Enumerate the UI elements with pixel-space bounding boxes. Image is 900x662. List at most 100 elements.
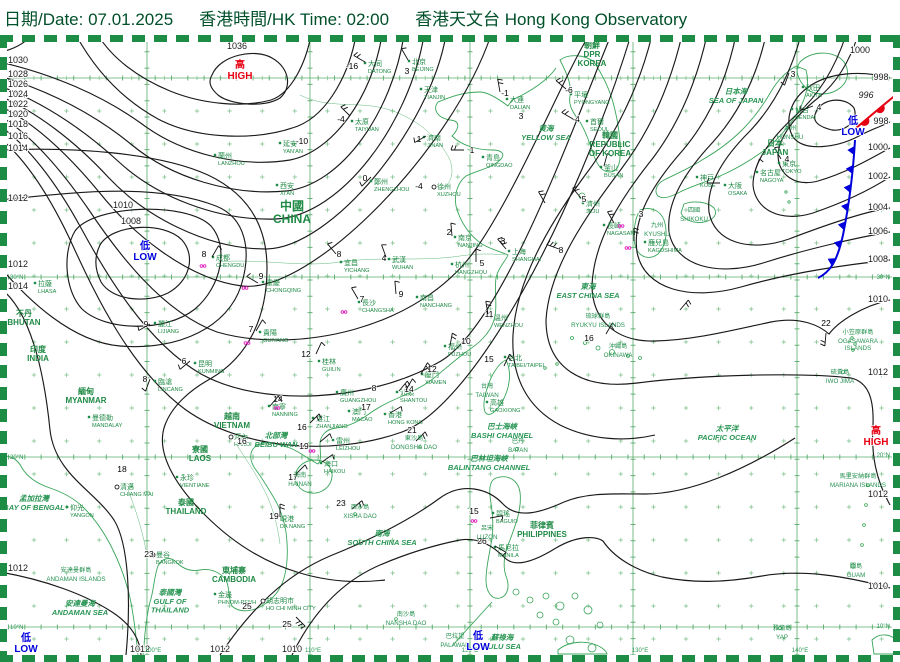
place-name-en: GUIYANG [263,338,288,344]
temperature-value: 16 [237,436,247,446]
island [853,342,857,346]
station-dot [450,262,454,266]
geo-label-zh: 馬里安納群島 [839,472,876,480]
pressure-center-zh: 低 [20,631,31,644]
isobar-label: 1008 [121,216,141,226]
place-name-en: DA NANG [280,524,305,530]
geo-label-en: EAST CHINA SEA [556,291,619,300]
island [587,643,597,653]
isobar-label: 1012 [8,563,28,573]
weather-symbol [627,246,632,250]
station-dot [569,92,573,96]
coastline-path [680,201,716,223]
isobar-layer: 1032103410361034103210301028102610241022… [0,32,891,656]
place-name-zh: 東京 [782,159,796,168]
wind-barb [279,503,285,517]
station-dot [395,390,399,394]
temperature-value: -6 [565,85,573,95]
place-name-en: SHANGHAI [512,257,542,263]
geo-label-zh: 本州 [784,124,796,132]
wind-barb [309,413,322,424]
map-border-bottom [0,655,900,662]
place-name-zh: 徐州 [437,182,451,191]
wind-barb [405,378,417,391]
geo-label-en: INDIA [27,354,49,363]
station-circle [431,184,437,190]
place-name-en: HO CHI MINH CITY [266,606,316,612]
station-dot [643,240,647,244]
coastline-path [485,476,521,599]
geo-label-en: BASHI CHANNEL [471,431,534,440]
geo-label-zh: 東海 [581,282,597,291]
temperature-value: 8 [372,383,377,393]
station-dot [585,119,589,123]
hk-time-label: 香港時間/HK Time: 02:00 [199,10,390,29]
station-dot [369,179,373,183]
place-name-en: LEIZHOU [336,446,360,452]
geo-label-zh: 海南 [294,471,306,479]
river-path [217,253,506,265]
wind-barb [415,431,428,442]
geo-label-zh: 印度 [30,344,47,354]
latitude-label: 20°N [877,453,890,459]
geo-label-zh: 硫黃島 [831,368,850,376]
temperature-value: 22 [821,318,831,328]
geo-label-zh: 沖繩島 [609,342,628,350]
temperature-value: 25 [282,619,292,629]
wind-barb [774,146,782,160]
island [626,354,630,358]
isobar-label: 996 [858,90,873,100]
cold-front-barb [837,221,846,231]
wind-barb [351,286,359,300]
cold-front-barb [847,145,855,155]
river-path [127,489,147,551]
temperature-value: 2 [447,227,452,237]
isobar-label: 1022 [8,99,28,109]
wind-barb [538,190,546,204]
place-name-zh: 昆明 [198,360,212,368]
weather-symbol [199,264,204,268]
geo-label-zh: 南海 [375,529,391,538]
temperature-value: 4 [382,253,387,263]
island [864,503,868,507]
geo-label-zh: 小笠原群島 [843,328,874,336]
place-name-en: LIJIANG [158,329,179,335]
place-name-zh: 重慶 [266,278,280,287]
cold-front-barb [841,202,849,212]
geo-label-zh: 巴林坦海峽 [470,454,509,463]
station-dot [485,400,489,404]
island [555,601,565,611]
pressure-center-zh: 高 [235,58,245,71]
island [515,446,520,451]
place-name-zh: 大阪 [728,181,742,190]
temperature-value: 0 [363,173,368,183]
place-name-zh: 峴港 [280,514,294,523]
longitude-label: 130°E [632,648,648,654]
station-dot [357,300,361,304]
island [418,445,422,449]
temperature-value: 7 [249,324,254,334]
place-name-zh: 廣州 [340,388,354,397]
temperature-value: -1 [501,88,509,98]
station-dot [387,257,391,261]
place-name-zh: 北京 [412,57,426,66]
place-name-en: SHANTOU [400,398,427,404]
temperature-value: 9 [399,289,404,299]
place-name-en: YICHANG [344,268,370,274]
wind-barb [497,236,507,250]
isobar-path [591,34,891,342]
place-name-en: AKITA [806,93,822,99]
place-name-zh: 碧瑤 [496,509,510,518]
station-dot [350,119,354,123]
geo-label-en: RYUKYU ISLANDS [571,322,625,329]
place-name-zh: 福州 [448,342,462,351]
temperature-value: 4 [817,102,822,112]
geo-label-zh: 越南 [223,411,240,421]
geo-label-zh: 台灣 [481,382,493,390]
temperature-value: 15 [469,506,479,516]
geo-label-zh: 日本 [767,138,783,148]
weather-symbol [276,406,281,410]
place-name-zh: 大同 [368,59,382,68]
pressure-center-zh: 高 [871,424,881,437]
